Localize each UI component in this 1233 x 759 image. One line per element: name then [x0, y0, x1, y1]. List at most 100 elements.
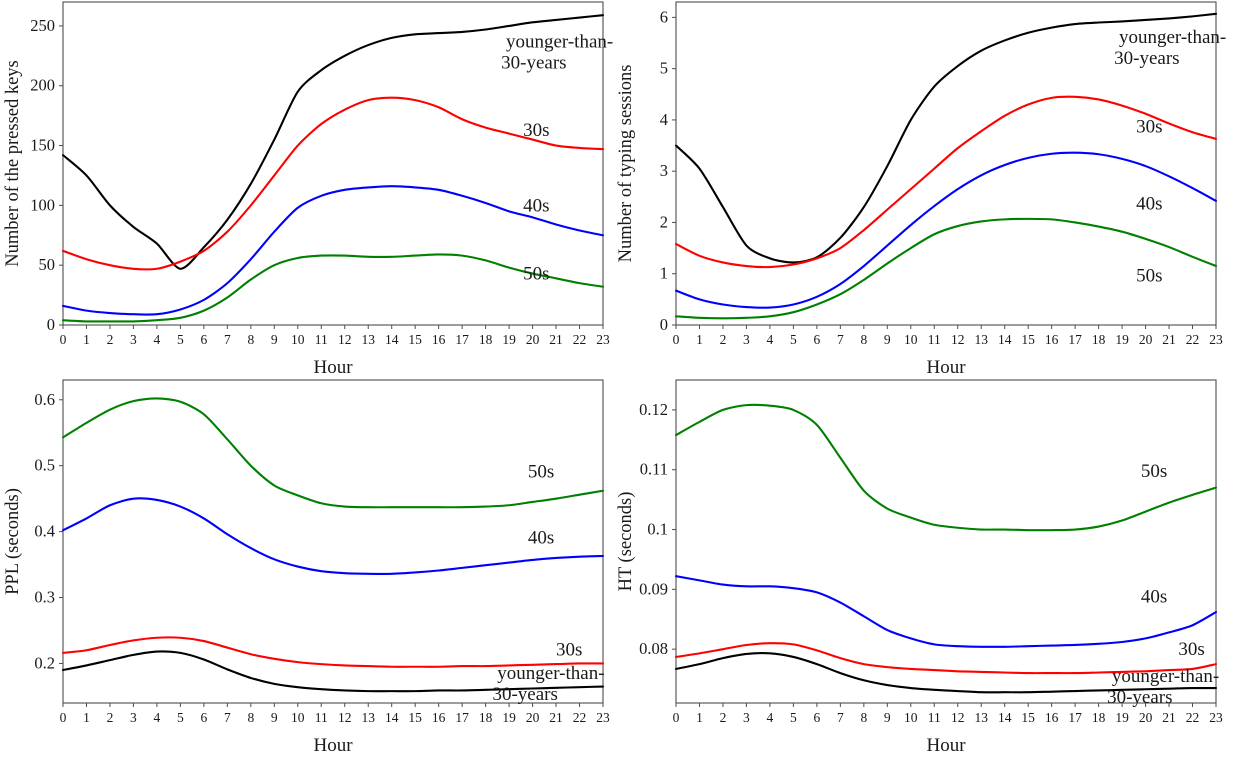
svg-text:8: 8: [247, 332, 254, 347]
svg-text:16: 16: [1045, 332, 1059, 347]
svg-text:19: 19: [1115, 710, 1129, 725]
svg-text:0.4: 0.4: [34, 522, 55, 541]
svg-text:Hour: Hour: [926, 735, 966, 756]
svg-text:17: 17: [455, 332, 469, 347]
svg-text:10: 10: [291, 710, 305, 725]
svg-text:40s: 40s: [1136, 194, 1162, 215]
svg-text:1: 1: [83, 332, 90, 347]
svg-text:22: 22: [573, 332, 587, 347]
svg-text:0.12: 0.12: [639, 400, 668, 419]
svg-text:18: 18: [1092, 710, 1106, 725]
svg-text:7: 7: [837, 710, 844, 725]
svg-text:16: 16: [432, 710, 446, 725]
svg-text:0: 0: [673, 710, 680, 725]
svg-text:21: 21: [549, 710, 563, 725]
svg-text:0: 0: [47, 315, 55, 334]
svg-text:50: 50: [39, 255, 56, 274]
svg-text:20: 20: [526, 332, 540, 347]
svg-text:10: 10: [291, 332, 305, 347]
svg-text:200: 200: [30, 76, 55, 95]
svg-text:Number of the pressed keys: Number of the pressed keys: [3, 60, 23, 267]
svg-text:23: 23: [1209, 710, 1223, 725]
svg-text:14: 14: [998, 332, 1012, 347]
svg-text:7: 7: [837, 332, 844, 347]
svg-text:0.2: 0.2: [34, 653, 55, 672]
svg-text:8: 8: [860, 710, 867, 725]
svg-text:30-years: 30-years: [1107, 687, 1172, 708]
svg-text:22: 22: [573, 710, 587, 725]
svg-text:0.6: 0.6: [34, 390, 55, 409]
svg-text:younger-than-: younger-than-: [506, 31, 613, 52]
svg-text:5: 5: [790, 710, 797, 725]
svg-text:50s: 50s: [528, 462, 554, 483]
svg-text:younger-than-: younger-than-: [497, 663, 604, 684]
svg-text:0: 0: [660, 315, 668, 334]
svg-text:15: 15: [1021, 710, 1035, 725]
svg-text:17: 17: [1068, 710, 1082, 725]
svg-text:6: 6: [813, 710, 820, 725]
svg-text:6: 6: [660, 7, 668, 26]
svg-text:9: 9: [884, 710, 891, 725]
svg-text:0.08: 0.08: [639, 639, 668, 658]
svg-text:11: 11: [928, 710, 941, 725]
svg-text:0: 0: [60, 710, 67, 725]
svg-text:Hour: Hour: [313, 357, 353, 378]
svg-text:0.11: 0.11: [640, 460, 668, 479]
svg-text:0.09: 0.09: [639, 579, 668, 598]
svg-text:14: 14: [385, 332, 399, 347]
svg-text:4: 4: [154, 710, 161, 725]
svg-text:30s: 30s: [1136, 117, 1162, 138]
svg-text:9: 9: [271, 332, 278, 347]
svg-text:12: 12: [338, 710, 352, 725]
svg-text:2: 2: [720, 710, 727, 725]
svg-text:2: 2: [107, 332, 114, 347]
svg-text:Number of typing sessions: Number of typing sessions: [616, 65, 636, 263]
svg-text:3: 3: [130, 332, 137, 347]
svg-text:5: 5: [177, 710, 184, 725]
svg-text:13: 13: [361, 332, 375, 347]
svg-text:8: 8: [247, 710, 254, 725]
svg-text:3: 3: [660, 161, 668, 180]
svg-text:50s: 50s: [1141, 461, 1167, 482]
svg-text:6: 6: [200, 710, 207, 725]
svg-text:17: 17: [1068, 332, 1082, 347]
svg-text:23: 23: [596, 710, 610, 725]
svg-text:22: 22: [1186, 332, 1200, 347]
svg-text:11: 11: [928, 332, 941, 347]
svg-text:30-years: 30-years: [1114, 48, 1179, 69]
svg-text:0.3: 0.3: [34, 588, 55, 607]
svg-text:20: 20: [526, 710, 540, 725]
svg-text:4: 4: [660, 110, 668, 129]
svg-text:1: 1: [696, 710, 703, 725]
svg-text:1: 1: [696, 332, 703, 347]
svg-text:0.1: 0.1: [647, 520, 668, 539]
svg-text:30-years: 30-years: [492, 684, 557, 705]
svg-text:20: 20: [1139, 710, 1153, 725]
svg-text:3: 3: [743, 710, 750, 725]
svg-text:17: 17: [455, 710, 469, 725]
svg-text:12: 12: [951, 332, 965, 347]
svg-text:19: 19: [1115, 332, 1129, 347]
svg-text:16: 16: [432, 332, 446, 347]
svg-text:3: 3: [743, 332, 750, 347]
svg-text:Hour: Hour: [313, 735, 353, 756]
svg-text:15: 15: [1021, 332, 1035, 347]
svg-text:0.5: 0.5: [34, 456, 55, 475]
svg-text:15: 15: [408, 332, 422, 347]
svg-text:9: 9: [884, 332, 891, 347]
svg-text:40s: 40s: [1141, 587, 1167, 608]
svg-text:100: 100: [30, 195, 55, 214]
svg-text:4: 4: [154, 332, 161, 347]
svg-text:5: 5: [177, 332, 184, 347]
svg-text:21: 21: [1162, 332, 1176, 347]
svg-text:11: 11: [315, 332, 328, 347]
svg-text:2: 2: [660, 212, 668, 231]
svg-text:150: 150: [30, 136, 55, 155]
svg-text:14: 14: [998, 710, 1012, 725]
svg-text:6: 6: [813, 332, 820, 347]
svg-text:PPL (seconds): PPL (seconds): [3, 488, 23, 595]
svg-text:5: 5: [660, 59, 668, 78]
svg-text:21: 21: [549, 332, 563, 347]
svg-text:18: 18: [1092, 332, 1106, 347]
svg-text:30s: 30s: [1178, 639, 1204, 660]
